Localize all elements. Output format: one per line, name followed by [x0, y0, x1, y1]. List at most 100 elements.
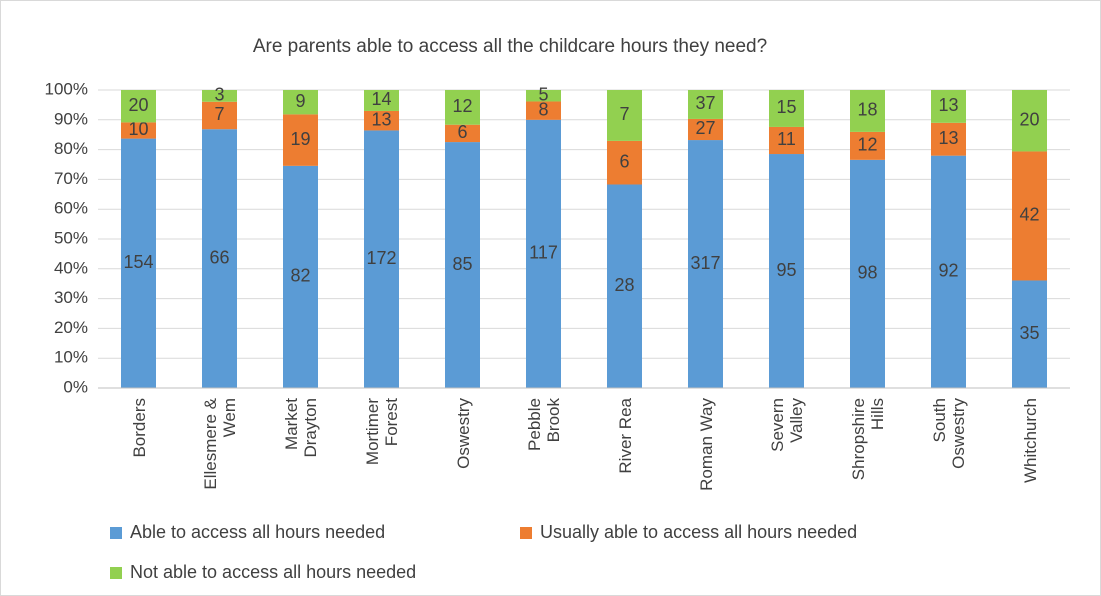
data-label: 20 — [128, 95, 148, 115]
bar-segment — [202, 129, 237, 389]
legend-label: Able to access all hours needed — [130, 522, 386, 542]
data-label: 98 — [857, 263, 877, 283]
bar-segment — [769, 90, 804, 127]
y-tick-label: 100% — [45, 79, 88, 98]
y-tick-label: 30% — [54, 288, 88, 307]
y-tick-label: 40% — [54, 258, 88, 277]
y-tick-label: 80% — [54, 139, 88, 158]
bar-segment — [607, 90, 642, 141]
data-label: 27 — [695, 118, 715, 138]
x-tick-label: Borders — [129, 398, 148, 458]
bar-segment — [688, 140, 723, 388]
data-label: 8 — [538, 99, 548, 119]
bar-segment — [1012, 90, 1047, 152]
bar-segment — [526, 101, 561, 120]
bar-segment — [445, 142, 480, 388]
bar-segment — [445, 90, 480, 125]
data-label: 18 — [857, 100, 877, 120]
data-label: 154 — [123, 252, 153, 272]
data-label: 12 — [857, 135, 877, 155]
y-tick-label: 20% — [54, 318, 88, 337]
data-label: 13 — [371, 109, 391, 129]
data-label: 28 — [614, 275, 634, 295]
bar-segment — [688, 90, 723, 119]
bar-segment — [769, 126, 804, 155]
bar-segment — [931, 155, 966, 388]
bar-segment — [850, 159, 885, 388]
legend-item: Usually able to access all hours needed — [520, 522, 857, 543]
x-tick-label: Market Drayton — [281, 398, 320, 458]
bar-segment — [202, 90, 237, 102]
bar-segment — [526, 90, 561, 102]
data-label: 14 — [371, 89, 391, 109]
data-label: 12 — [452, 96, 472, 116]
y-tick-label: 70% — [54, 169, 88, 188]
bar-segment — [769, 154, 804, 388]
y-tick-label: 60% — [54, 199, 88, 218]
data-label: 117 — [529, 243, 558, 263]
bar-segment — [688, 118, 723, 141]
x-tick-label: Mortimer Forest — [362, 398, 401, 466]
bar-segment — [283, 165, 318, 388]
x-tick-label: Shropshire Hills — [848, 398, 887, 481]
y-tick-label: 10% — [54, 348, 88, 367]
data-label: 6 — [619, 151, 629, 171]
legend-item: Able to access all hours needed — [110, 522, 385, 543]
data-label: 13 — [938, 95, 958, 115]
data-label: 66 — [209, 247, 229, 267]
legend-label: Not able to access all hours needed — [130, 562, 417, 582]
data-label: 13 — [938, 128, 958, 148]
bar-segment — [607, 184, 642, 388]
data-label: 10 — [128, 119, 148, 139]
data-label: 6 — [457, 122, 467, 142]
bar-segment — [364, 130, 399, 388]
chart-title: Are parents able to access all the child… — [253, 36, 767, 57]
bar-segment — [607, 140, 642, 185]
bar-segment — [364, 90, 399, 111]
data-label: 82 — [290, 266, 310, 286]
data-label: 95 — [776, 260, 796, 280]
data-label: 42 — [1019, 205, 1039, 225]
x-tick-label: River Rea — [615, 398, 634, 474]
legend-label: Usually able to access all hours needed — [540, 522, 858, 542]
data-label: 20 — [1019, 109, 1039, 129]
data-label: 19 — [290, 129, 310, 149]
data-label: 7 — [619, 104, 629, 124]
data-label: 3 — [214, 85, 224, 105]
bar-segment — [121, 122, 156, 139]
data-label: 317 — [690, 253, 720, 273]
y-tick-label: 0% — [63, 377, 88, 396]
legend-item: Not able to access all hours needed — [110, 562, 416, 583]
data-label: 15 — [776, 97, 796, 117]
x-tick-label: Roman Way — [696, 398, 715, 491]
x-tick-label: Severn Valley — [767, 398, 806, 452]
data-label: 5 — [538, 84, 548, 104]
x-tick-label: Whitchurch — [1020, 398, 1039, 484]
bar-segment — [931, 122, 966, 156]
bar-segment — [121, 138, 156, 388]
data-label: 85 — [452, 254, 472, 274]
bar-segment — [121, 90, 156, 123]
bar-segment — [364, 110, 399, 131]
data-label: 9 — [295, 91, 305, 111]
bar-segment — [1012, 280, 1047, 388]
data-label: 172 — [366, 248, 396, 268]
data-label: 11 — [777, 129, 796, 149]
bar-segment — [1012, 151, 1047, 281]
data-label: 7 — [214, 104, 224, 124]
x-tick-label: Pebble Brook — [524, 398, 563, 451]
y-tick-label: 90% — [54, 109, 88, 128]
y-tick-label: 50% — [54, 228, 88, 247]
bar-segment — [526, 119, 561, 389]
data-label: 35 — [1019, 323, 1039, 343]
bar-segment — [445, 124, 480, 143]
bar-segment — [850, 131, 885, 160]
bar-segment — [283, 114, 318, 166]
legend-swatch — [110, 566, 122, 579]
x-tick-label: South Oswestry — [929, 398, 968, 469]
bar-segment — [202, 101, 237, 130]
data-label: 92 — [938, 261, 958, 281]
x-tick-label: Oswestry — [453, 398, 472, 469]
